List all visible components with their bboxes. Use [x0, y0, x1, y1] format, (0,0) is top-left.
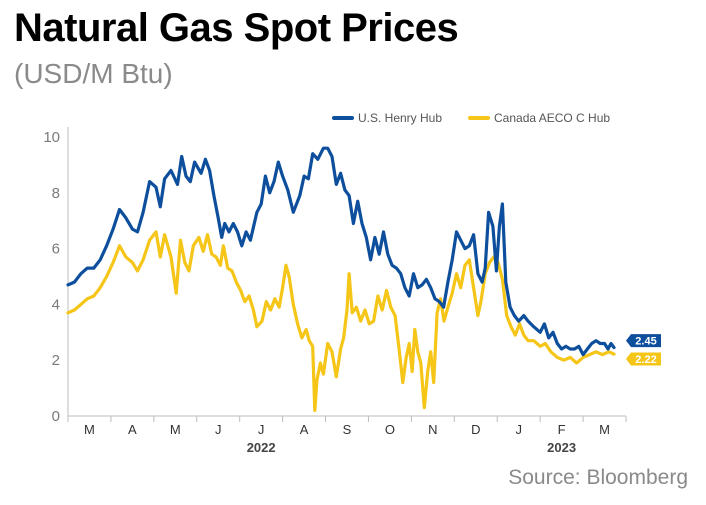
end-labels: 2.45 2.22: [626, 334, 661, 366]
source-note: Source: Bloomberg: [508, 466, 688, 489]
y-tick-label: 2: [52, 352, 60, 369]
x-tick-label: J: [215, 422, 222, 437]
x-tick-label: N: [428, 422, 437, 437]
y-tick-label: 8: [52, 185, 60, 202]
chart-subtitle: (USD/M Btu): [14, 58, 173, 89]
legend-label: U.S. Henry Hub: [358, 111, 442, 125]
x-tick-label: M: [599, 422, 610, 437]
legend-label: Canada AECO C Hub: [494, 111, 610, 125]
x-tick-label: O: [385, 422, 395, 437]
chart-axes: 0 2 4 6 8 10 M A M J J A S O N D J F M 2022 2023: [43, 127, 627, 455]
x-tick-label: F: [558, 422, 566, 437]
x-tick-label: M: [84, 422, 95, 437]
x-tick-label: S: [343, 422, 352, 437]
y-tick-label: 6: [52, 241, 60, 258]
end-label-box: [626, 352, 661, 366]
x-tick-label: A: [128, 422, 137, 437]
end-label-value: 2.22: [635, 354, 656, 366]
y-tick-label: 4: [52, 296, 60, 313]
y-tick-label: 0: [52, 408, 60, 425]
end-label-box: [626, 334, 661, 348]
end-label-value: 2.45: [635, 336, 656, 348]
y-tick-label: 10: [43, 129, 60, 146]
x-tick-label: J: [515, 422, 522, 437]
chart-series: [66, 146, 616, 412]
series-line: [66, 230, 616, 412]
x-tick-label: J: [258, 422, 265, 437]
year-label: 2023: [547, 440, 576, 455]
chart-title: Natural Gas Spot Prices: [14, 6, 459, 50]
chart-legend: U.S. Henry Hub Canada AECO C Hub: [332, 111, 610, 125]
x-tick-label: D: [471, 422, 480, 437]
year-label: 2022: [247, 440, 276, 455]
x-tick-label: A: [300, 422, 309, 437]
x-tick-label: M: [170, 422, 181, 437]
series-line: [66, 146, 616, 357]
